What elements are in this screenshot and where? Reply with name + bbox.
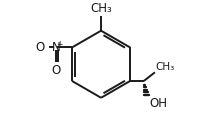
Text: O: O [52, 64, 61, 77]
Text: ⁻: ⁻ [39, 41, 44, 50]
Text: O: O [36, 41, 45, 54]
Text: +: + [56, 41, 62, 50]
Text: CH₃: CH₃ [156, 62, 175, 72]
Text: OH: OH [149, 97, 167, 110]
Text: N: N [52, 41, 61, 54]
Text: CH₃: CH₃ [90, 2, 112, 15]
